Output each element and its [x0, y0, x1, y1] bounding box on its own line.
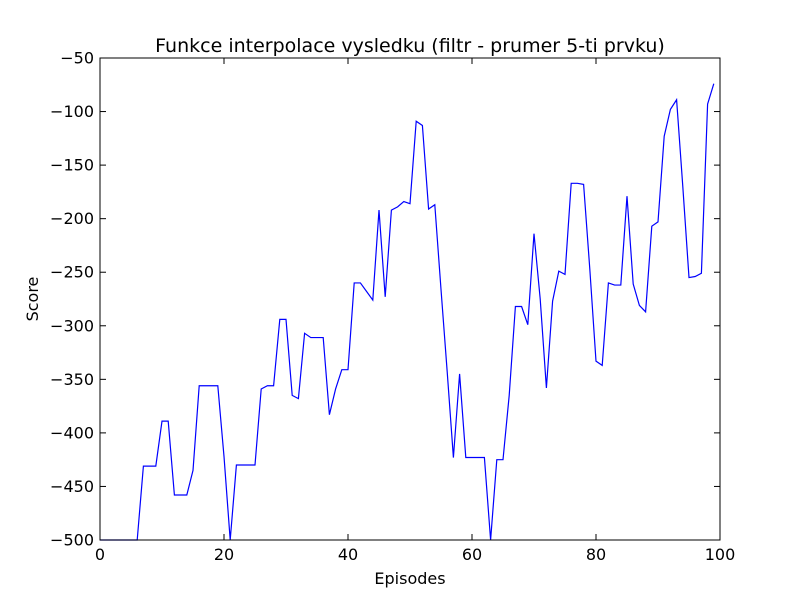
y-axis: −500 −450 −400 −350 −300 −250 −200 −150 −100 −50	[50, 49, 720, 550]
x-tick-label: 0	[95, 545, 105, 564]
x-axis: 0 20 40 60 80 100	[95, 58, 735, 564]
x-tick-label: 20	[214, 545, 234, 564]
y-tick-label: −150	[50, 156, 94, 175]
x-tick-label: 100	[705, 545, 736, 564]
y-tick-label: −200	[50, 209, 94, 228]
y-axis-label: Score	[23, 277, 42, 322]
y-tick-label: −250	[50, 263, 94, 282]
y-tick-label: −400	[50, 423, 94, 442]
chart-title: Funkce interpolace vysledku (filtr - pru…	[155, 35, 665, 57]
y-tick-label: −50	[60, 49, 94, 68]
x-tick-label: 80	[586, 545, 606, 564]
plot-frame	[99, 57, 721, 541]
plot-area	[99, 57, 721, 541]
series-line-0	[100, 83, 715, 541]
series-layer	[100, 83, 715, 541]
y-tick-label: −350	[50, 370, 94, 389]
x-tick-label: 40	[338, 545, 358, 564]
x-axis-label: Episodes	[374, 569, 445, 588]
y-tick-label: −300	[50, 316, 94, 335]
x-tick-label: 60	[462, 545, 482, 564]
y-tick-label: −450	[50, 477, 94, 496]
y-tick-label: −100	[50, 102, 94, 121]
y-tick-label: −500	[50, 531, 94, 550]
